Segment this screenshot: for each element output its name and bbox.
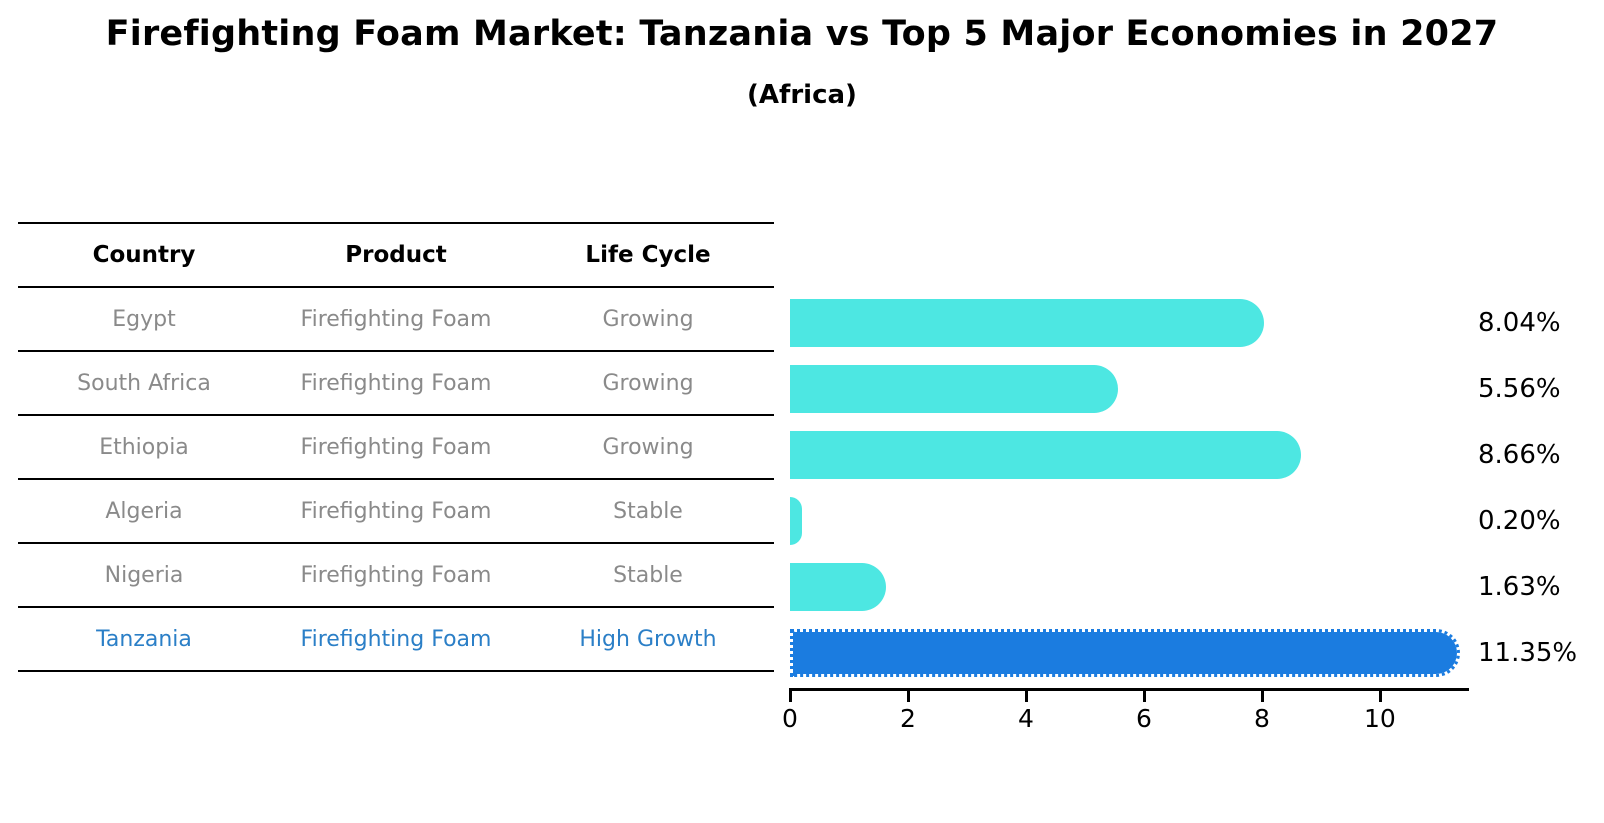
- x-tick-mark: [1024, 691, 1028, 702]
- x-tick-mark: [906, 691, 910, 702]
- table-row: Nigeria Firefighting Foam Stable: [18, 544, 774, 608]
- column-header-country: Country: [92, 242, 196, 268]
- x-tick-mark: [789, 691, 792, 702]
- bar-value-label: 0.20%: [1478, 506, 1561, 536]
- column-header-product: Product: [345, 242, 447, 268]
- bar-nigeria: [790, 563, 887, 611]
- cell-life-cycle: Growing: [602, 434, 694, 460]
- x-tick-label: 0: [782, 704, 798, 733]
- cell-life-cycle: Stable: [613, 498, 683, 524]
- x-tick-mark: [1378, 691, 1382, 702]
- bar-south-africa: [790, 365, 1118, 413]
- cell-product: Firefighting Foam: [300, 562, 492, 588]
- x-axis-line: [789, 688, 1469, 691]
- table-row: Egypt Firefighting Foam Growing: [18, 288, 774, 352]
- bar-value-label: 8.66%: [1478, 440, 1561, 470]
- table-row: Algeria Firefighting Foam Stable: [18, 480, 774, 544]
- bar-value-label: 8.04%: [1478, 308, 1561, 338]
- x-tick-label: 8: [1253, 704, 1270, 733]
- bar-row: [790, 620, 1466, 686]
- bar-row: [790, 356, 1466, 422]
- bar-value-label: 1.63%: [1478, 572, 1561, 602]
- chart-title: Firefighting Foam Market: Tanzania vs To…: [105, 14, 1499, 54]
- cell-country: Algeria: [105, 498, 183, 524]
- cell-country: South Africa: [77, 370, 211, 396]
- bar-algeria: [790, 497, 802, 545]
- bar-tanzania: [790, 629, 1460, 677]
- cell-life-cycle: Growing: [602, 370, 694, 396]
- bar-plot-area: [790, 290, 1466, 686]
- cell-life-cycle: High Growth: [579, 626, 717, 652]
- x-tick-mark: [1260, 691, 1264, 702]
- cell-product: Firefighting Foam: [300, 370, 492, 396]
- market-table: Country Product Life Cycle Egypt Firefigh…: [18, 222, 774, 672]
- cell-product: Firefighting Foam: [300, 434, 492, 460]
- table-header-row: Country Product Life Cycle: [18, 224, 774, 288]
- market-table-body: Egypt Firefighting Foam Growing South Afric…: [18, 288, 774, 672]
- cell-country: Nigeria: [104, 562, 184, 588]
- cell-country: Tanzania: [96, 626, 192, 652]
- cell-product: Firefighting Foam: [300, 498, 492, 524]
- cell-country: Egypt: [112, 306, 176, 332]
- bar-row: [790, 488, 1466, 554]
- table-row: Tanzania Firefighting Foam High Growth: [18, 608, 774, 672]
- x-tick-label: 10: [1363, 704, 1396, 733]
- bar-egypt: [790, 299, 1265, 347]
- bar-row: [790, 290, 1466, 356]
- table-row: Ethiopia Firefighting Foam Growing: [18, 416, 774, 480]
- bar-row: [790, 554, 1466, 620]
- cell-life-cycle: Growing: [602, 306, 694, 332]
- x-tick-label: 6: [1135, 704, 1152, 733]
- column-header-life-cycle: Life Cycle: [585, 242, 711, 268]
- x-tick-mark: [1142, 691, 1146, 702]
- x-tick-label: 4: [1017, 704, 1034, 733]
- value-label-column: 8.04% 5.56% 8.66% 0.20% 1.63% 11.35%: [1478, 290, 1604, 686]
- cell-life-cycle: Stable: [613, 562, 683, 588]
- bar-row: [790, 422, 1466, 488]
- cell-product: Firefighting Foam: [300, 306, 492, 332]
- x-tick-label: 2: [900, 704, 916, 733]
- cell-country: Ethiopia: [99, 434, 189, 460]
- chart-subtitle: (Africa): [747, 80, 857, 110]
- bar-value-label: 5.56%: [1478, 374, 1561, 404]
- bar-ethiopia: [790, 431, 1301, 479]
- bar-value-label: 11.35%: [1478, 638, 1578, 668]
- cell-product: Firefighting Foam: [300, 626, 492, 652]
- table-row: South Africa Firefighting Foam Growing: [18, 352, 774, 416]
